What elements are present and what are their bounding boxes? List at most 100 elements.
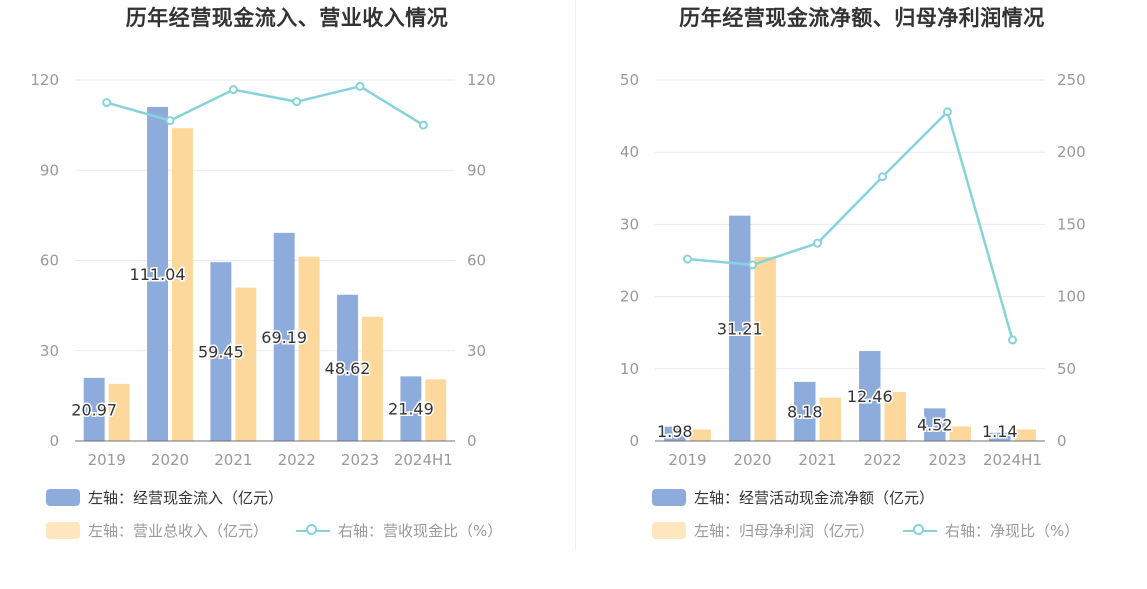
legend-line-icon (903, 522, 937, 539)
chart-panel-net-cash: 历年经营现金流净额、归母净利润情况 0 10 20 30 40 50 0 50 100 150 20… (577, 0, 1147, 560)
bar-secondary (884, 391, 906, 441)
bar-value-label: 59.45 (198, 343, 244, 362)
bar-secondary (235, 287, 257, 441)
bar-secondary (425, 379, 447, 441)
bar-primary (147, 106, 168, 442)
legend-label: 右轴：营收现金比（%） (338, 522, 503, 540)
legend-item-cash-inflow[interactable]: 左轴：经营现金流入（亿元） (46, 487, 283, 508)
bar-secondary (689, 429, 711, 441)
legend-label: 左轴：营业总收入（亿元） (88, 522, 269, 540)
bar-value-label: 111.04 (130, 265, 186, 284)
x-tick-label: 2024H1 (983, 451, 1042, 469)
bar-primary (337, 294, 358, 441)
y-tick-left: 0 (49, 432, 59, 450)
bar-value-label: 4.52 (917, 416, 953, 435)
legend-item-revenue[interactable]: 左轴：营业总收入（亿元） (46, 520, 268, 541)
y-tick-right: 150 (1057, 215, 1086, 233)
chart-title: 历年经营现金流入、营业收入情况 (125, 6, 449, 30)
bar-secondary (949, 426, 971, 441)
line-point (878, 172, 887, 182)
bar-value-label: 8.18 (787, 402, 823, 421)
x-tick-label: 2020 (733, 451, 771, 469)
legend-item-ratio[interactable]: 右轴：营收现金比（%） (296, 520, 502, 541)
chart-plot-area: 0 10 20 30 40 50 0 50 100 150 200 250 2019 2020 2021 20… (620, 71, 1086, 469)
x-tick-label: 2021 (798, 451, 836, 469)
y-tick-right: 90 (467, 161, 486, 179)
line-point (683, 254, 692, 264)
bar-primary (273, 232, 295, 441)
bar-value-label: 12.46 (847, 387, 893, 406)
y-tick-right: 0 (1057, 432, 1067, 450)
line-point (943, 107, 952, 117)
line-point (355, 81, 365, 91)
bar-secondary (172, 128, 193, 441)
line-series (106, 84, 424, 127)
legend-label: 左轴：经营活动现金流净额（亿元） (694, 489, 935, 507)
x-tick-label: 2023 (928, 451, 966, 469)
line-point (748, 260, 757, 270)
bar-secondary (108, 383, 130, 441)
line-point (418, 120, 428, 130)
bar-value-label: 48.62 (325, 359, 371, 378)
line-point (292, 97, 302, 107)
bar-value-label: 20.97 (71, 400, 117, 419)
y-tick-right: 60 (467, 252, 486, 270)
line-point (165, 116, 175, 126)
y-tick-left: 40 (620, 143, 639, 161)
legend-swatch-yellow (46, 522, 80, 539)
y-tick-left: 0 (629, 432, 639, 450)
y-tick-left: 30 (40, 342, 59, 360)
panel-divider (575, 0, 576, 550)
y-tick-right: 100 (1057, 288, 1086, 306)
legend-line-icon (296, 522, 330, 539)
line-point (1008, 335, 1017, 345)
x-tick-label: 2019 (88, 451, 126, 469)
bar-primary (664, 426, 686, 441)
x-tick-label: 2019 (668, 451, 706, 469)
chart-title: 历年经营现金流净额、归母净利润情况 (679, 6, 1045, 30)
bar-primary (859, 351, 881, 441)
x-tick-label: 2022 (863, 451, 901, 469)
legend-item-ratio[interactable]: 右轴：净现比（%） (903, 520, 1079, 541)
legend-swatch-blue (652, 489, 686, 506)
bar-primary (924, 408, 946, 441)
legend-item-net-profit[interactable]: 左轴：归母净利润（亿元） (652, 520, 874, 541)
y-tick-right: 250 (1057, 71, 1086, 89)
y-tick-left: 60 (40, 252, 59, 270)
legend-label: 右轴：净现比（%） (945, 522, 1080, 540)
y-tick-left: 30 (620, 215, 639, 233)
line-point (102, 98, 112, 108)
x-tick-label: 2023 (341, 451, 379, 469)
y-tick-left: 120 (30, 71, 59, 89)
y-tick-right: 30 (467, 342, 486, 360)
bar-primary (400, 376, 422, 441)
x-tick-label: 2024H1 (394, 451, 453, 469)
y-tick-right: 0 (467, 432, 477, 450)
bar-value-label: 69.19 (261, 328, 307, 347)
chart-panel-cash-inflow: 历年经营现金流入、营业收入情况 0 30 60 90 120 0 30 60 90 120 2019… (0, 0, 574, 560)
x-tick-label: 2020 (151, 451, 189, 469)
bar-secondary (1014, 429, 1036, 441)
line-point (228, 85, 238, 95)
bar-secondary (362, 316, 383, 441)
y-tick-left: 20 (620, 288, 639, 306)
legend-item-net-cash[interactable]: 左轴：经营活动现金流净额（亿元） (652, 487, 934, 508)
bar-primary (729, 215, 751, 441)
line-point (813, 238, 822, 248)
legend-swatch-blue (46, 489, 80, 506)
y-tick-left: 50 (620, 71, 639, 89)
x-tick-label: 2022 (278, 451, 316, 469)
chart-plot-area: 0 30 60 90 120 0 30 60 90 120 2019 2020 2021 2022 2023… (30, 71, 495, 469)
y-tick-right: 200 (1057, 143, 1086, 161)
bar-primary (989, 432, 1011, 441)
bar-value-label: 1.14 (982, 422, 1018, 441)
bar-secondary (298, 256, 320, 441)
y-tick-left: 10 (620, 360, 639, 378)
legend-swatch-yellow (652, 522, 686, 539)
legend-label: 左轴：归母净利润（亿元） (694, 522, 875, 540)
bar-value-label: 21.49 (388, 400, 434, 419)
x-tick-label: 2021 (214, 451, 252, 469)
legend-label: 左轴：经营现金流入（亿元） (88, 489, 284, 507)
bar-secondary (819, 397, 841, 441)
y-tick-left: 90 (40, 161, 59, 179)
